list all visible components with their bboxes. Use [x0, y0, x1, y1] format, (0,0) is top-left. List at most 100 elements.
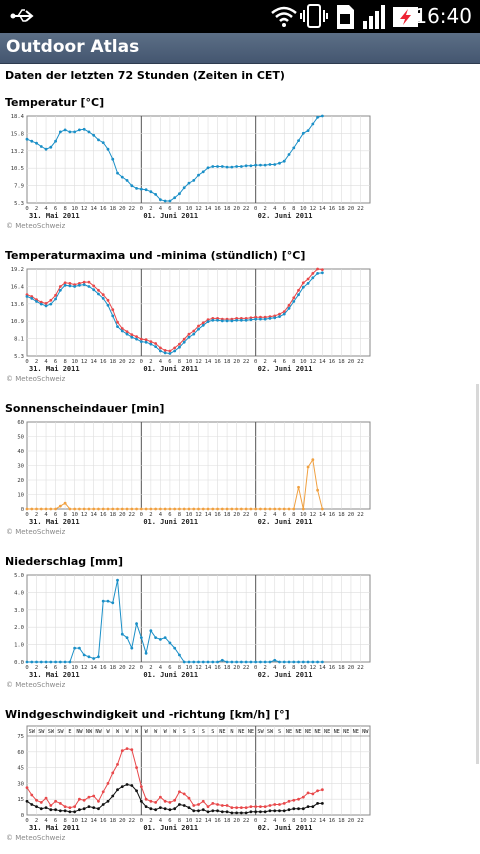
weather-content[interactable]: Daten der letzten 72 Stunden (Zeiten in …: [0, 64, 480, 854]
data-point: [82, 807, 86, 811]
data-point: [63, 501, 67, 505]
data-point: [82, 798, 86, 802]
data-point: [87, 507, 91, 511]
data-point: [249, 810, 253, 814]
data-point: [139, 785, 143, 788]
data-point: [25, 660, 29, 664]
data-point: [73, 130, 77, 134]
data-point: [58, 660, 62, 664]
data-point: [154, 801, 158, 804]
data-point: [73, 507, 77, 511]
chart-precipitation: 5.04.03.02.01.00.00 2 4 6 8 10 12 14 16 18 20 22 0 2 4…: [14, 573, 371, 679]
data-point: [192, 804, 196, 807]
wind-direction-label: NW: [86, 729, 93, 735]
data-point: [168, 352, 172, 355]
data-point: [135, 187, 138, 190]
data-point: [154, 345, 158, 348]
data-point: [63, 128, 67, 132]
data-point: [97, 138, 100, 142]
wind-direction-label: W: [145, 729, 149, 735]
x-tick-label: 16: [329, 665, 336, 671]
data-point: [149, 190, 153, 194]
data-point: [235, 811, 239, 815]
data-point: [211, 507, 215, 511]
data-point: [154, 507, 158, 511]
data-point: [273, 316, 277, 320]
data-point: [320, 271, 324, 275]
data-point: [268, 507, 272, 511]
day-label: 02. Juni 2011: [258, 671, 313, 679]
data-point: [230, 806, 234, 809]
x-tick-label: 20: [233, 665, 240, 671]
x-tick-label: 2: [264, 818, 267, 824]
data-point: [125, 747, 129, 750]
data-point: [49, 145, 53, 149]
data-point: [116, 507, 119, 511]
data-point: [239, 165, 243, 168]
chart-temp-minmax: 19.216.413.610.98.15.30 2 4 6 8 10 12 14 16 18 20 2…: [11, 267, 371, 373]
data-point: [111, 771, 115, 775]
chart-title-wind: Windgeschwindigkeit und -richtung [km/h]…: [5, 708, 290, 721]
x-tick-label: 20: [233, 206, 240, 212]
data-point: [116, 320, 119, 324]
data-point: [101, 141, 105, 144]
data-point: [254, 507, 258, 511]
data-point: [311, 272, 315, 275]
data-point: [111, 314, 115, 318]
data-point: [311, 805, 315, 808]
data-point: [87, 655, 91, 659]
x-tick-label: 20: [348, 818, 355, 824]
data-point: [101, 297, 105, 300]
data-point: [173, 196, 177, 200]
x-tick-label: 0: [254, 818, 257, 824]
data-point: [220, 319, 224, 323]
data-point: [130, 335, 134, 339]
y-tick-label: 7.9: [14, 184, 24, 190]
x-tick-label: 20: [233, 512, 240, 518]
data-point: [163, 199, 167, 203]
data-point: [25, 137, 29, 141]
data-point: [58, 504, 62, 508]
x-tick-label: 16: [100, 359, 107, 365]
wind-direction-label: SW: [257, 729, 264, 735]
data-point: [92, 794, 96, 798]
data-point: [97, 807, 100, 811]
wind-direction-label: W: [135, 729, 139, 735]
x-tick-label: 22: [128, 818, 135, 824]
data-point: [39, 507, 43, 511]
x-tick-label: 0: [25, 359, 28, 365]
data-point: [25, 295, 29, 298]
data-point: [287, 660, 291, 664]
scrollbar[interactable]: [476, 384, 479, 764]
data-point: [292, 146, 296, 150]
data-point: [63, 660, 67, 664]
data-point: [306, 465, 310, 469]
data-point: [268, 317, 272, 320]
x-tick-label: 18: [224, 359, 231, 365]
chart-temperature: 18.415.813.210.57.95.30 2 4 6 8 10 12 14 16 18 20 2…: [11, 114, 371, 220]
day-label: 31. Mai 2011: [29, 671, 80, 679]
data-point: [68, 806, 72, 809]
data-point: [282, 809, 286, 813]
x-tick-label: 6: [283, 206, 286, 212]
data-point: [49, 302, 53, 306]
data-point: [297, 139, 300, 142]
data-point: [306, 129, 310, 132]
data-point: [187, 335, 191, 339]
data-point: [82, 280, 86, 284]
data-point: [39, 807, 43, 811]
x-tick-label: 16: [100, 818, 107, 824]
data-point: [235, 318, 239, 322]
x-tick-label: 14: [319, 206, 326, 212]
wind-direction-label: SW: [38, 729, 45, 735]
data-point: [92, 284, 96, 288]
data-point: [39, 302, 43, 306]
data-point: [116, 788, 119, 792]
data-point: [139, 636, 143, 639]
data-point: [44, 147, 48, 151]
data-point: [130, 748, 134, 752]
x-tick-label: 10: [71, 818, 78, 824]
wind-direction-label: NE: [334, 729, 340, 735]
data-point: [254, 660, 258, 664]
